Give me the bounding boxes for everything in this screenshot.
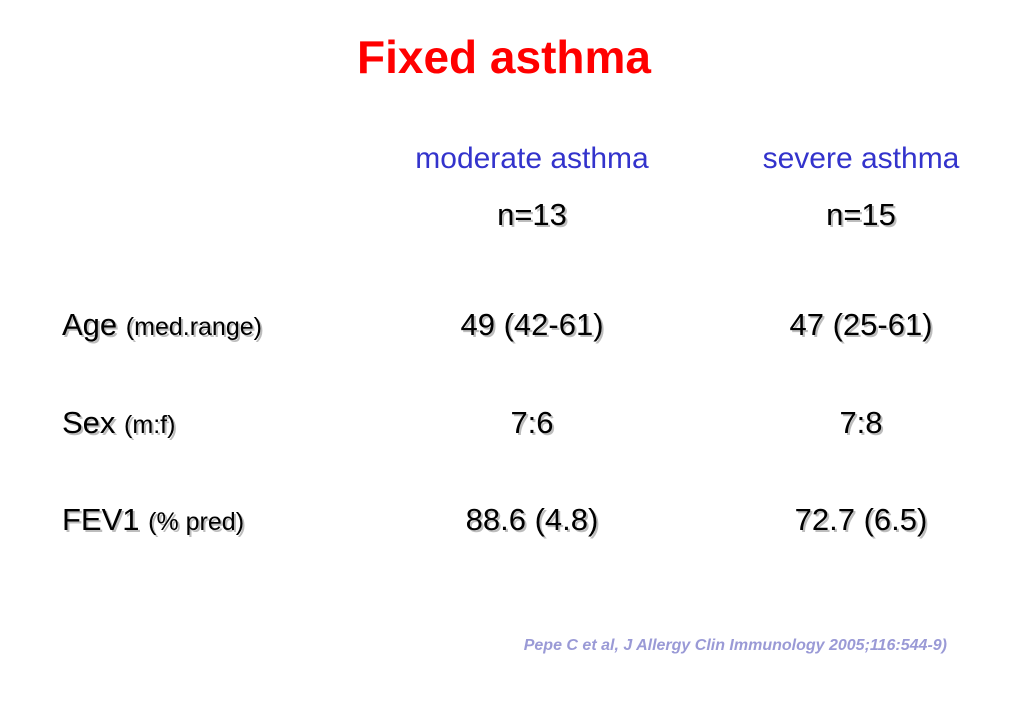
row-label-sex: Sex (m:f) [62,405,175,441]
slide-title: Fixed asthma [357,31,651,83]
row-label-unit: (med.range) [125,313,262,341]
row-label-text: FEV1 [62,502,140,537]
row-label-unit: (m:f) [124,411,176,439]
sample-size-moderate: n=13 [497,197,567,232]
fev1-value-severe: 72.7 (6.5) [794,502,928,537]
column-header-moderate: moderate asthma [415,142,649,175]
row-label-text: Age [62,307,118,342]
age-value-moderate: 49 (42-61) [460,307,604,342]
fev1-value-moderate: 88.6 (4.8) [465,502,599,537]
row-label-text: Sex [62,405,116,440]
column-header-severe: severe asthma [762,142,960,175]
row-label-fev1: FEV1 (% pred) [62,502,244,538]
sample-size-severe: n=15 [826,197,896,232]
sex-value-severe: 7:8 [839,405,883,440]
row-label-age: Age (med.range) [62,307,262,343]
age-value-severe: 47 (25-61) [789,307,933,342]
sex-value-moderate: 7:6 [510,405,554,440]
row-label-unit: (% pred) [148,508,245,536]
citation: Pepe C et al, J Allergy Clin Immunology … [523,637,947,654]
